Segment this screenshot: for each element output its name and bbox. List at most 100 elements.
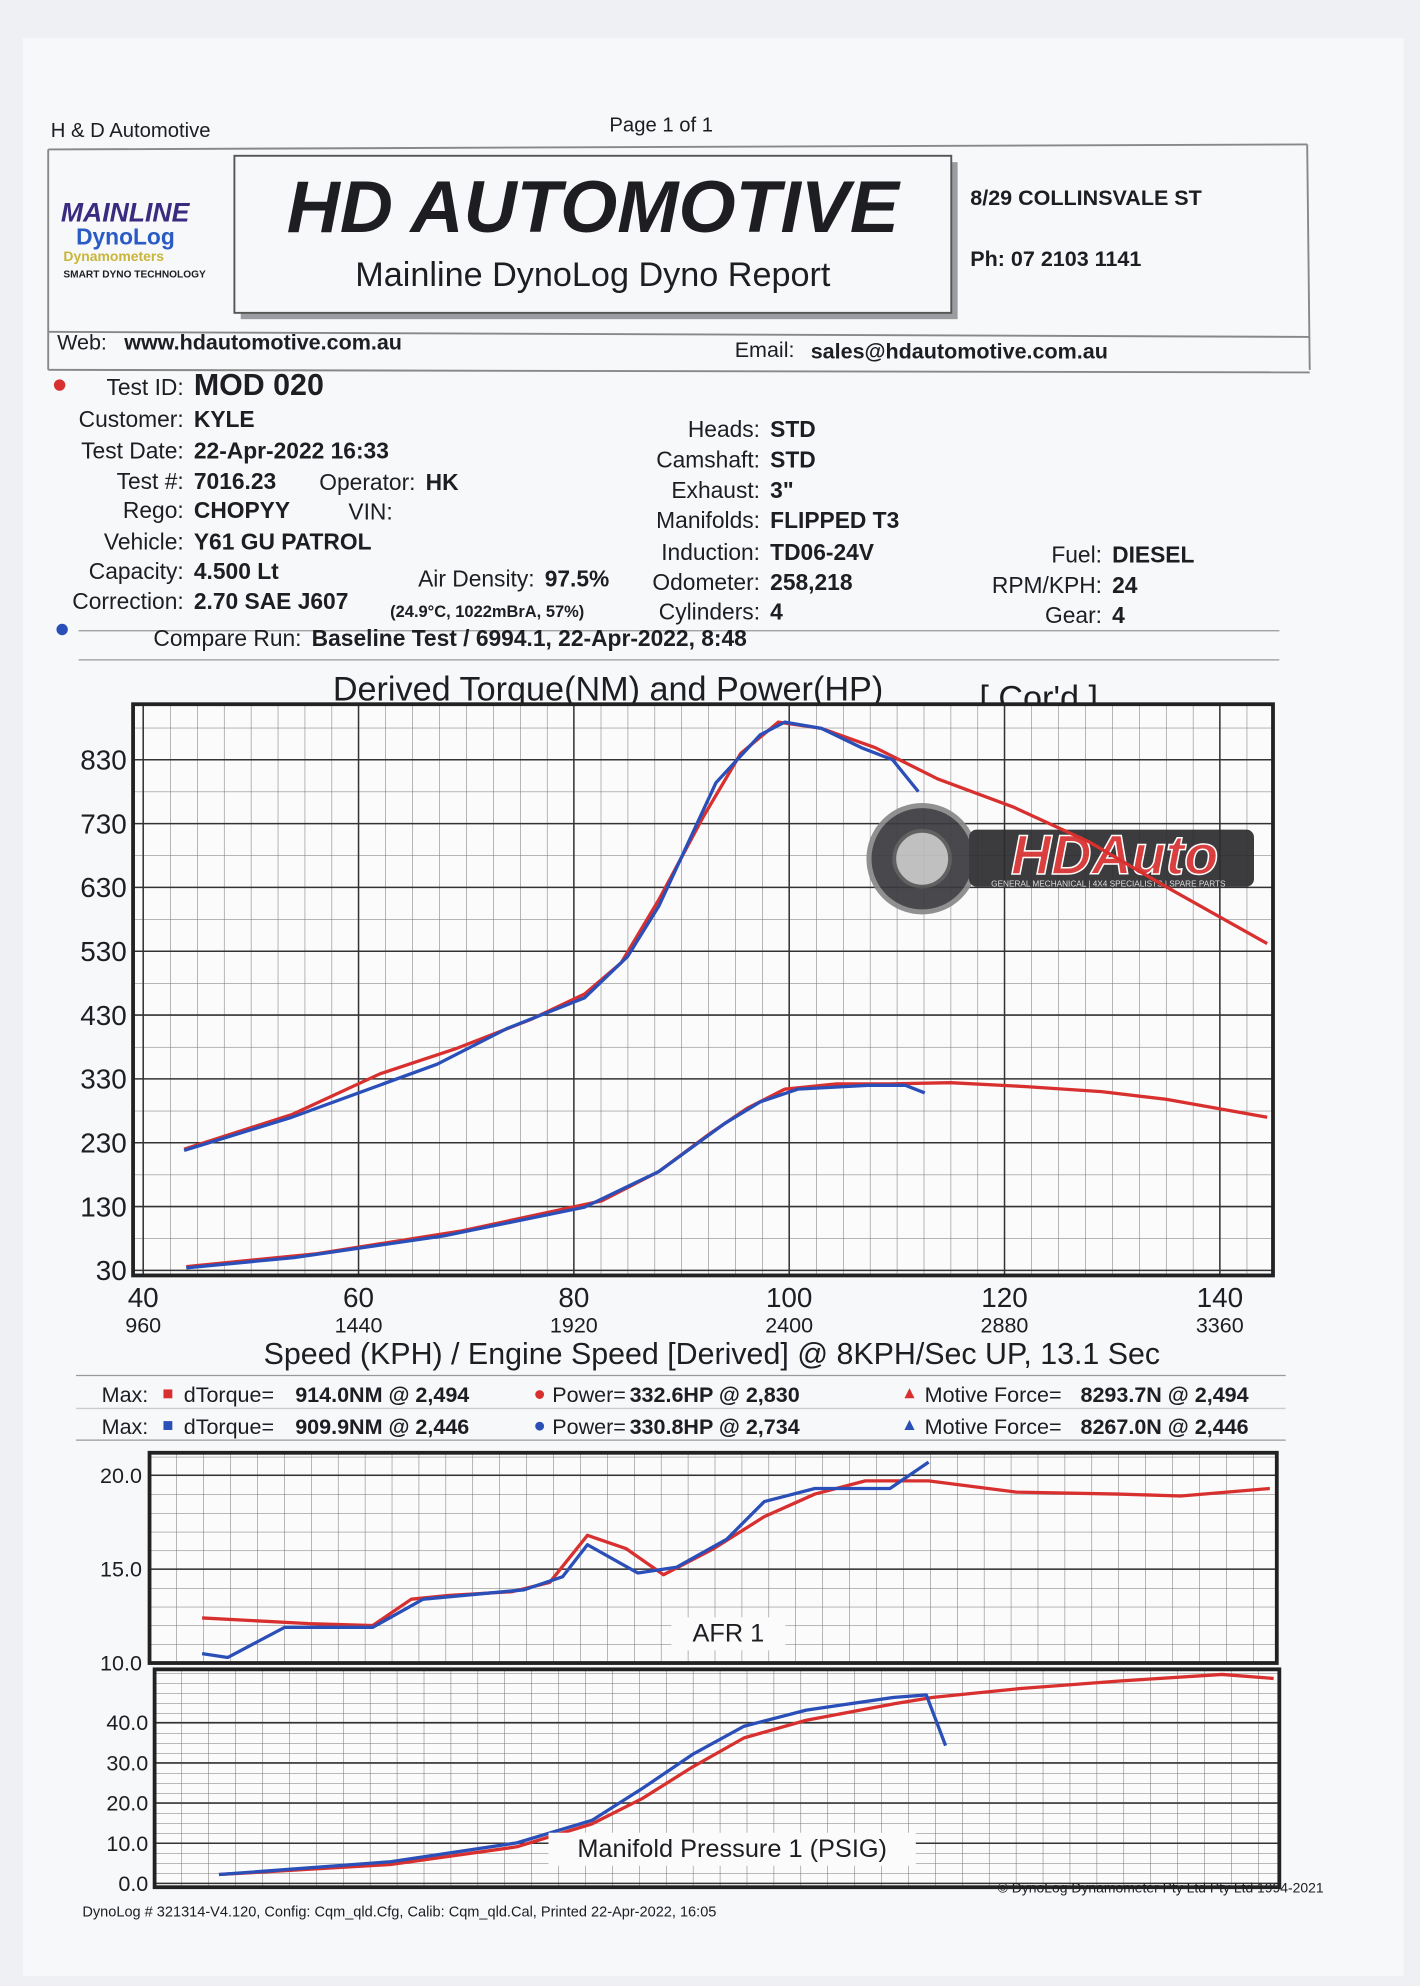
header-rule (48, 143, 1308, 151)
force-name: Motive Force= (925, 1415, 1062, 1439)
torque-value: 914.0NM @ 2,494 (295, 1383, 469, 1407)
field-label: Heads: (688, 416, 760, 442)
torque-marker (163, 1389, 173, 1399)
y-tick-label: 430 (80, 1000, 126, 1031)
field-value: HK (426, 469, 459, 495)
field-value: 3" (770, 477, 793, 503)
field-value: DIESEL (1112, 541, 1194, 567)
power-name: Power= (552, 1415, 626, 1439)
power-marker (535, 1390, 545, 1399)
logo-mainline: MAINLINE (61, 198, 191, 228)
power-value: 330.8HP @ 2,734 (630, 1415, 800, 1439)
series-line (183, 720, 1268, 1151)
max-label: Max: (102, 1383, 149, 1407)
field-value: STD (770, 446, 816, 472)
series-line (186, 1083, 926, 1270)
field-value: 22-Apr-2022 16:33 (194, 438, 389, 464)
field-value: 97.5% (545, 565, 610, 591)
torque-marker (163, 1421, 173, 1430)
minor-grid (133, 704, 1273, 1276)
x2-tick-label: 960 (125, 1313, 161, 1337)
field-label: Vehicle: (104, 529, 184, 555)
plots: 30 130 230 330 430 530 630 730 830 40 60 80 100 120 14… (80, 702, 1282, 1896)
field-value: STD (770, 416, 816, 442)
field-value: Y61 GU PATROL (194, 529, 372, 555)
field-label: RPM/KPH: (992, 572, 1102, 598)
email: sales@hdautomotive.com.au (811, 339, 1108, 363)
field-value: CHOPYY (194, 497, 290, 523)
field-label: Operator: (319, 469, 415, 495)
field-label: Cylinders: (659, 598, 760, 624)
field-label: Correction: (72, 588, 183, 614)
x-tick-label: 80 (558, 1282, 589, 1313)
title-box (233, 154, 953, 314)
power-name: Power= (552, 1383, 626, 1407)
field-label: Manifolds: (656, 507, 760, 533)
field-value: TD06-24V (770, 539, 875, 565)
inner-title-bg (548, 1832, 916, 1866)
force-value: 8267.0N @ 2,446 (1080, 1415, 1248, 1439)
field-value: 7016.23 (194, 468, 276, 494)
field-label: Rego: (123, 497, 184, 523)
title: HD AUTOMOTIVE (287, 165, 901, 248)
force-name: Motive Force= (925, 1383, 1062, 1407)
header-rule (48, 368, 1310, 374)
header-rule (1306, 144, 1311, 370)
field-value: 2.70 SAE J607 (194, 588, 349, 614)
plot-frame (131, 702, 1275, 1278)
field-value: 4 (1112, 602, 1125, 628)
field-label: Odometer: (652, 569, 760, 595)
plot-frame (147, 1450, 1279, 1665)
field-value: 4.500 Lt (194, 558, 279, 584)
field-label: Test #: (117, 468, 184, 494)
watermark-tagline: GENERAL MECHANICAL | 4X4 SPECIALISTS | S… (991, 880, 1226, 889)
series-line (218, 1693, 948, 1877)
address: 8/29 COLLINSVALE ST (970, 186, 1202, 210)
torque-value: 909.9NM @ 2,446 (295, 1415, 469, 1439)
y-tick-label: 20.0 (100, 1464, 142, 1488)
inner-title: AFR 1 (692, 1619, 764, 1647)
series-line (202, 1479, 1270, 1628)
field-label: Gear: (1045, 602, 1102, 628)
watermark-icon (892, 828, 952, 889)
subtitle: Mainline DynoLog Dyno Report (355, 256, 831, 294)
y-tick-label: 20.0 (106, 1792, 148, 1816)
field-label: Fuel: (1051, 541, 1102, 567)
torque-name: dTorque= (184, 1383, 274, 1407)
conditions: (24.9°C, 1022mBrA, 57%) (390, 603, 584, 621)
x2-tick-label: 2400 (765, 1313, 813, 1337)
y-tick-label: 130 (80, 1191, 126, 1222)
logo-tagline: SMART DYNO TECHNOLOGY (63, 269, 206, 280)
field-label: Induction: (661, 539, 760, 565)
x2-tick-label: 3360 (1196, 1313, 1244, 1337)
x-tick-label: 100 (766, 1282, 812, 1313)
y-tick-label: 530 (80, 936, 126, 967)
field-label: Test Date: (81, 438, 184, 464)
email-label: Email: (735, 338, 795, 362)
inner-title: Manifold Pressure 1 (PSIG) (577, 1835, 887, 1863)
chart-title: Derived Torque(NM) and Power(HP) (333, 670, 883, 708)
field-value: 258,218 (770, 569, 852, 595)
max-label: Max: (102, 1415, 149, 1439)
header-rule (48, 330, 1310, 338)
y-tick-label: 330 (80, 1064, 126, 1095)
power-value: 332.6HP @ 2,830 (630, 1383, 800, 1407)
x-axis-label: Speed (KPH) / Engine Speed [Derived] @ 8… (264, 1337, 1160, 1371)
field-label: Air Density: (418, 565, 534, 591)
y-tick-label: 230 (80, 1127, 126, 1158)
x-tick-label: 140 (1197, 1282, 1243, 1313)
run-marker (53, 379, 66, 391)
x-tick-label: 40 (128, 1282, 159, 1313)
series-line (201, 1460, 930, 1660)
force-marker (904, 1388, 915, 1399)
footer-left: DynoLog # 321314-V4.120, Config: Cqm_qld… (82, 1904, 716, 1920)
watermark-band (969, 829, 1254, 887)
y-tick-label: 830 (80, 745, 126, 776)
compare-marker (56, 623, 68, 636)
x2-tick-label: 2880 (981, 1313, 1029, 1337)
y-tick-label: 40.0 (106, 1711, 148, 1735)
force-value: 8293.7N @ 2,494 (1080, 1383, 1248, 1407)
field-value: KYLE (194, 406, 255, 432)
